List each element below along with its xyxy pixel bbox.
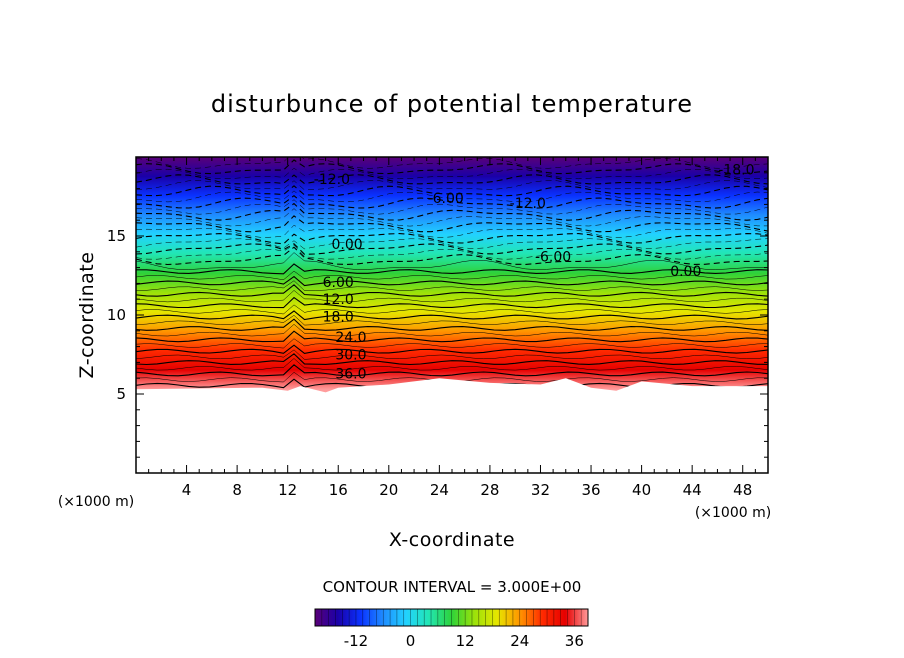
contour-line bbox=[136, 358, 768, 371]
x-tick-label: 28 bbox=[480, 481, 499, 499]
colorbar-ticks: -12 0 12 24 36 bbox=[344, 632, 584, 650]
contour-line bbox=[136, 244, 768, 260]
contour-line bbox=[136, 157, 768, 169]
contour-line bbox=[136, 263, 768, 275]
colorbar-tick-label: 24 bbox=[510, 632, 529, 650]
contour-label: -12.0 bbox=[314, 172, 350, 188]
x-tick-label: 36 bbox=[581, 481, 600, 499]
contour-line bbox=[136, 190, 768, 203]
contour-line bbox=[136, 290, 768, 303]
contour-label: -6.00 bbox=[428, 191, 464, 207]
contour-line bbox=[136, 270, 768, 281]
y-tick-label: 10 bbox=[107, 306, 126, 324]
contour-line bbox=[136, 174, 768, 185]
contour-line bbox=[136, 243, 768, 255]
x-axis: 4 8 12 16 20 24 28 32 36 40 44 48 bbox=[148, 157, 756, 499]
colorbar-stripes bbox=[314, 609, 589, 626]
contour-line bbox=[136, 284, 768, 297]
x-unit-label-left: (×1000 m) bbox=[58, 494, 134, 510]
contour-line bbox=[136, 349, 768, 360]
x-axis-label: X-coordinate bbox=[389, 529, 515, 551]
x-tick-label: 24 bbox=[430, 481, 449, 499]
contour-label: -6.00 bbox=[535, 250, 571, 266]
x-tick-label: 32 bbox=[531, 481, 550, 499]
contour-labels: -18.0 -12.0 -6.00 -12.0 0.00 -6.00 0.00 6.0012.… bbox=[314, 163, 755, 383]
contour-label: 24.0 bbox=[335, 330, 366, 346]
contour-interval-label: CONTOUR INTERVAL = 3.000E+00 bbox=[323, 578, 582, 596]
y-axis-label: Z-coordinate bbox=[76, 252, 98, 379]
colorbar-tick-label: 0 bbox=[406, 632, 416, 650]
contour-line bbox=[136, 180, 768, 191]
contour-line bbox=[136, 233, 768, 245]
contour-label: 18.0 bbox=[323, 310, 354, 326]
x-tick-label: 12 bbox=[278, 481, 297, 499]
contour-line bbox=[136, 167, 768, 180]
contour-label: 0.00 bbox=[670, 264, 701, 280]
contour-label: 30.0 bbox=[335, 348, 366, 364]
contour-line bbox=[136, 280, 768, 291]
contour-line bbox=[136, 296, 768, 309]
y-axis: 5 10 15 bbox=[107, 172, 768, 458]
contour-line bbox=[136, 238, 768, 250]
contour-line bbox=[136, 224, 768, 238]
contour-line bbox=[136, 330, 768, 343]
contour-line bbox=[136, 194, 768, 209]
contour-line bbox=[136, 353, 768, 366]
colorbar-tick-label: 12 bbox=[456, 632, 475, 650]
chart-title: disturbunce of potential temperature bbox=[211, 90, 693, 118]
contour-line bbox=[136, 304, 768, 315]
x-unit-label-right: (×1000 m) bbox=[695, 505, 771, 521]
x-tick-label: 40 bbox=[632, 481, 651, 499]
contour-line bbox=[136, 159, 768, 175]
contour-label: 6.00 bbox=[323, 275, 354, 291]
colorbar-tick-label: 36 bbox=[565, 632, 584, 650]
x-tick-label: 20 bbox=[379, 481, 398, 499]
contour-line bbox=[136, 318, 768, 331]
contour-line bbox=[136, 208, 768, 227]
plot-area: -18.0 -12.0 -6.00 -12.0 0.00 -6.00 0.00 6.0012.… bbox=[136, 157, 768, 473]
contour-line bbox=[136, 344, 768, 354]
contour-line bbox=[136, 323, 768, 337]
contour-line bbox=[136, 275, 768, 287]
x-tick-label: 8 bbox=[232, 481, 242, 499]
contour-lines bbox=[136, 157, 768, 389]
contour-label: 36.0 bbox=[335, 367, 366, 383]
y-tick-label: 5 bbox=[116, 385, 126, 403]
x-tick-label: 4 bbox=[182, 481, 192, 499]
x-tick-label: 48 bbox=[733, 481, 752, 499]
contour-line bbox=[136, 338, 768, 349]
contour-label: -18.0 bbox=[718, 163, 754, 179]
y-tick-label: 15 bbox=[107, 227, 126, 245]
colorbar-tick-label: -12 bbox=[344, 632, 369, 650]
contour-label: 12.0 bbox=[323, 292, 354, 308]
contour-line bbox=[136, 252, 768, 270]
colorbar: -12 0 12 24 36 bbox=[314, 608, 589, 650]
contour-line bbox=[136, 314, 768, 326]
terrain-mask bbox=[136, 378, 768, 473]
x-tick-label: 16 bbox=[329, 481, 348, 499]
contour-line bbox=[136, 185, 768, 197]
contour-line bbox=[136, 364, 768, 377]
contour-line bbox=[136, 246, 768, 266]
contour-label: -12.0 bbox=[510, 196, 546, 212]
contour-line bbox=[136, 199, 768, 215]
contour-line bbox=[136, 202, 768, 221]
contour-line bbox=[136, 310, 768, 321]
x-tick-label: 44 bbox=[683, 481, 702, 499]
contour-label: 0.00 bbox=[332, 237, 363, 253]
contour-line bbox=[136, 215, 768, 233]
